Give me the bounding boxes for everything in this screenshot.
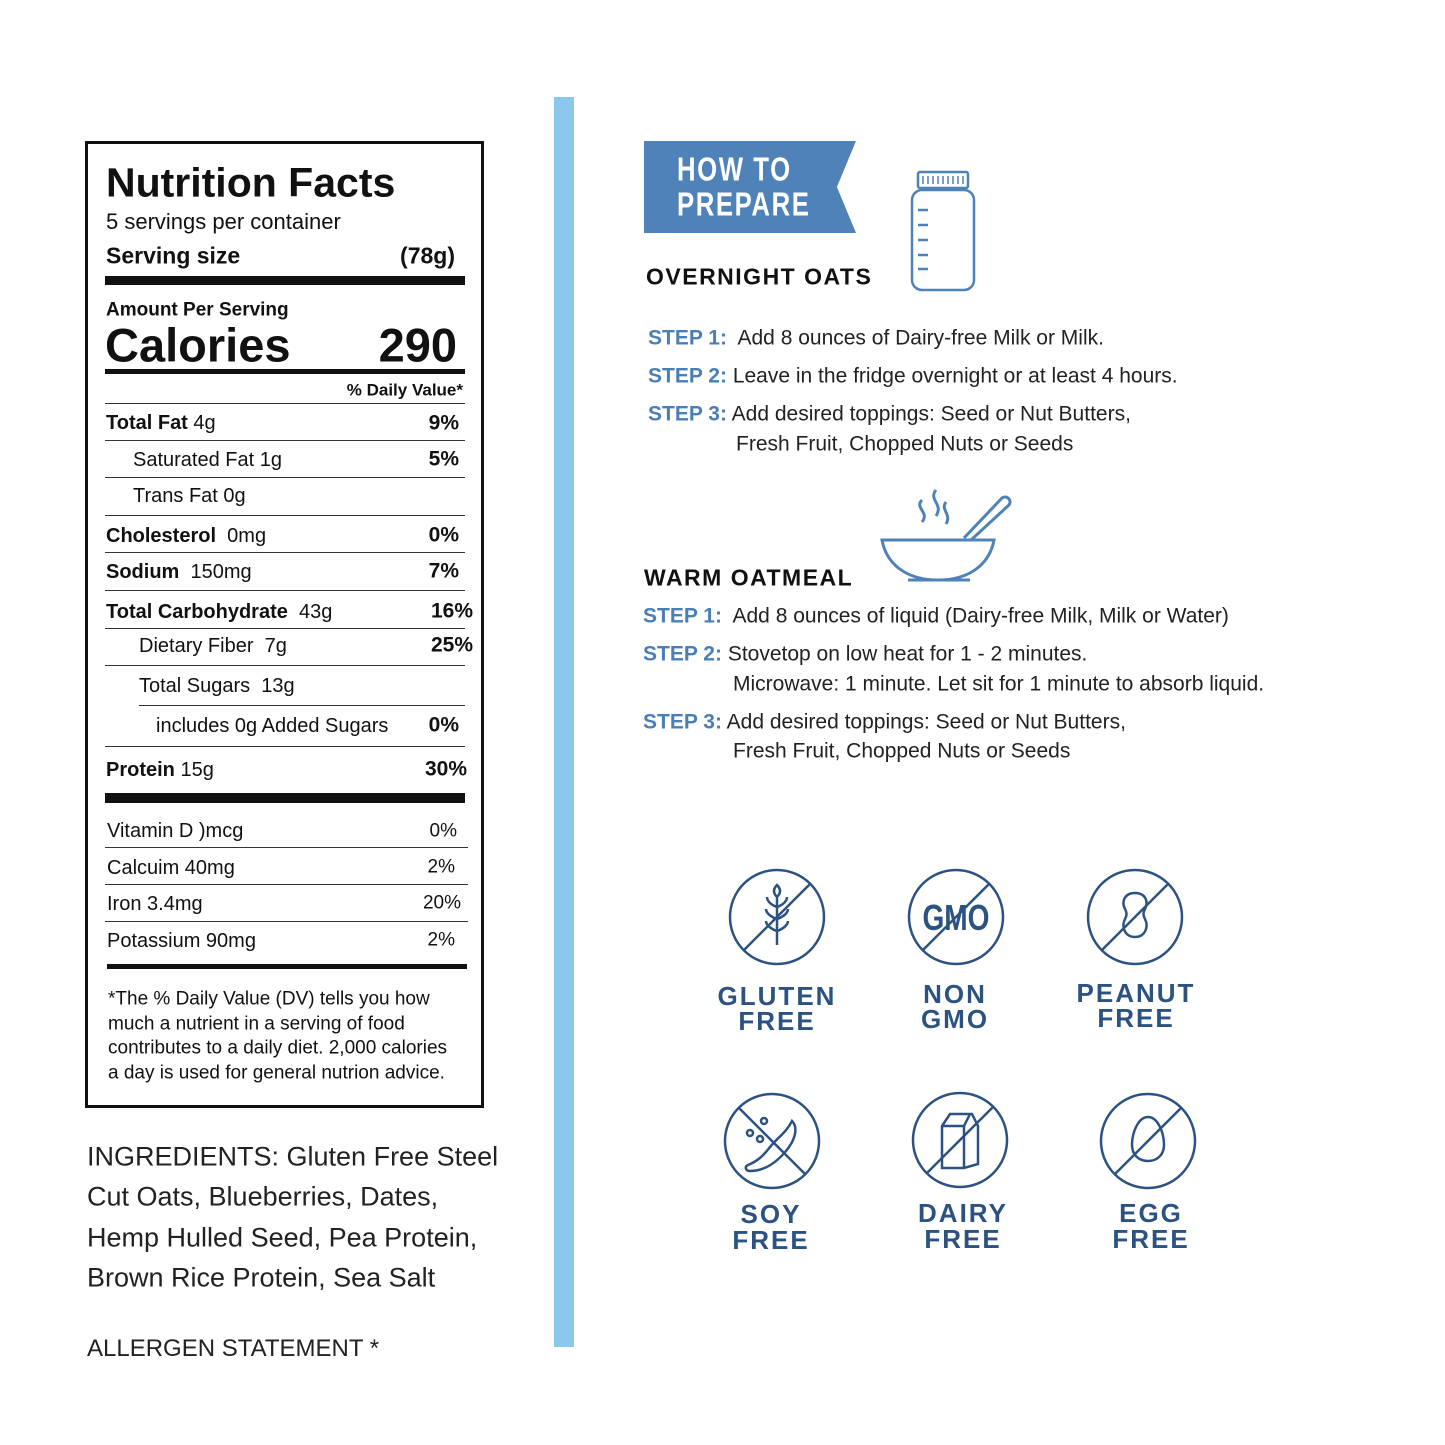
nutrient-row-total-sugars: Total Sugars 13g (139, 676, 295, 696)
nutrient-pct: 30% (424, 757, 467, 781)
nutrient-amount: 15g (180, 759, 214, 781)
servings-per-container: 5 servings per container (106, 209, 341, 234)
banner-line: PREPARE (677, 185, 811, 223)
nutrient-amount: 4g (193, 412, 216, 434)
allergen-heading: ALLERGEN STATEMENT * (87, 1335, 380, 1362)
egg-icon (1099, 1092, 1197, 1190)
accent-divider-bar (554, 97, 574, 1347)
nutrient-amount: 0mg (227, 525, 267, 547)
calories-value: 290 (378, 318, 457, 372)
amount-per-serving: Amount Per Serving (106, 299, 289, 321)
nutrient-amount: 43g (299, 601, 333, 623)
nutrient-row-trans-fat: Trans Fat 0g (133, 485, 246, 507)
banner-line: HOW TO (677, 150, 792, 188)
nutrient-amount: 7g (264, 635, 287, 657)
peanut-icon (1086, 868, 1184, 966)
nutrient-label: Sodium (106, 561, 180, 583)
nutrient-pct: 7% (428, 559, 459, 583)
medium-divider (105, 369, 465, 374)
daily-value-header: % Daily Value* (346, 380, 463, 400)
nutrient-pct: 25% (430, 633, 473, 657)
jar-icon (910, 170, 976, 292)
serving-size-value: (78g) (400, 242, 455, 269)
thick-divider (105, 276, 465, 285)
overnight-oats-heading: OVERNIGHT OATS (646, 263, 873, 290)
nutrient-label: Total Fat (106, 412, 188, 434)
nutrient-label: Saturated Fat 1g (133, 449, 282, 471)
nutrient-label: Total Carbohydrate (106, 601, 288, 623)
thick-divider (105, 793, 465, 803)
milk-carton-icon (911, 1091, 1009, 1189)
warm-oatmeal-heading: WARM OATMEAL (644, 564, 854, 591)
nutrient-pct: 9% (428, 411, 459, 435)
nutrient-amount: 13g (261, 675, 295, 697)
nutrient-pct: 16% (430, 599, 473, 623)
nutrient-label: Total Sugars (139, 675, 251, 697)
nutrient-pct: 5% (428, 447, 459, 471)
nutrient-pct: 0% (428, 713, 459, 737)
soybean-icon (723, 1092, 821, 1190)
bowl-icon (880, 489, 1012, 582)
thick-divider (107, 964, 467, 969)
nutrition-title: Nutrition Facts (106, 159, 396, 206)
gmo-icon: GMO (907, 868, 1005, 966)
nutrient-label: includes 0g Added Sugars (156, 715, 389, 737)
nutrient-label: Protein (106, 759, 175, 781)
nutrition-facts-panel (85, 141, 484, 1108)
nutrient-label: Dietary Fiber (139, 635, 254, 657)
nutrient-amount: 150mg (190, 561, 252, 583)
how-to-prepare-banner (644, 141, 856, 233)
serving-size-label: Serving size (106, 242, 241, 269)
wheat-icon (728, 868, 826, 966)
nutrient-pct: 0% (428, 523, 459, 547)
nutrient-label: Cholesterol (106, 525, 217, 547)
calories-label: Calories (105, 318, 291, 372)
